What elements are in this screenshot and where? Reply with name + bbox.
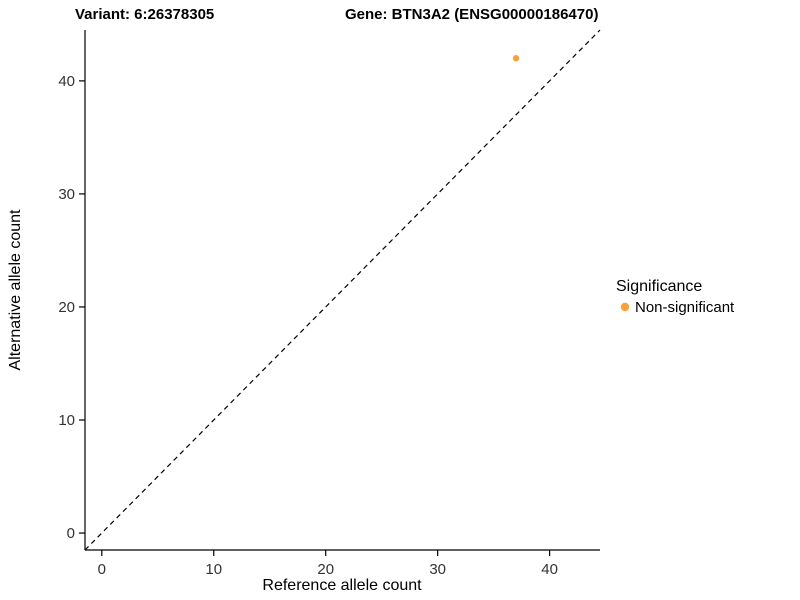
legend: Significance Non-significant xyxy=(616,278,735,316)
identity-line xyxy=(84,29,601,551)
x-tick-label: 20 xyxy=(317,561,334,578)
legend-key-dot xyxy=(620,302,630,312)
gene-title: Gene: BTN3A2 (ENSG00000186470) xyxy=(345,6,598,23)
x-tick-label: 10 xyxy=(205,561,222,578)
y-tick-label: 10 xyxy=(58,412,75,429)
legend-entry-label: Non-significant xyxy=(635,299,735,316)
data-point xyxy=(512,55,520,62)
y-tick-label: 0 xyxy=(67,525,75,542)
y-tick-label: 40 xyxy=(58,73,75,90)
y-axis-label: Alternative allele count xyxy=(7,209,24,371)
x-tick-label: 0 xyxy=(98,561,106,578)
x-tick-label: 40 xyxy=(541,561,558,578)
x-tick-label: 30 xyxy=(429,561,446,578)
variant-title: Variant: 6:26378305 xyxy=(75,6,214,23)
y-tick-label: 20 xyxy=(58,299,75,316)
legend-title: Significance xyxy=(616,278,702,295)
y-tick-label: 30 xyxy=(58,186,75,203)
x-axis-label: Reference allele count xyxy=(262,577,422,594)
plot-panel: 0 10 20 30 40 0 10 20 30 40 xyxy=(58,29,601,578)
